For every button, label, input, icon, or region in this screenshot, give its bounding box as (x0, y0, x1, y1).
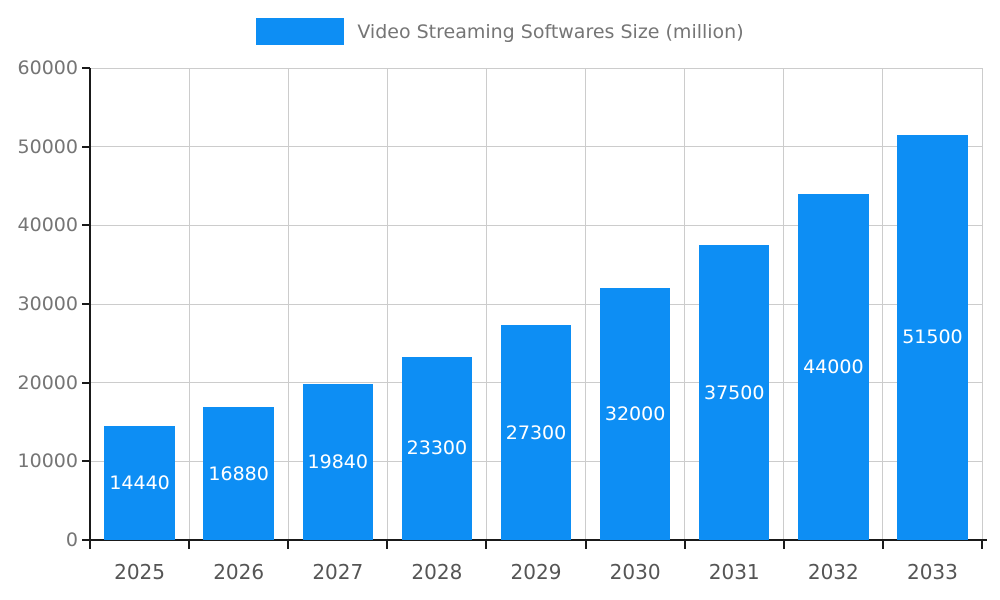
x-axis-label-2026: 2026 (213, 560, 265, 584)
x-axis-label-2032: 2032 (807, 560, 859, 584)
x-axis-label-2029: 2029 (510, 560, 562, 584)
bar-2029 (500, 325, 572, 540)
y-tick-10000 (82, 460, 90, 463)
bar-2028 (401, 356, 473, 540)
bar-value-label-2025: 14440 (109, 472, 170, 495)
gridline-x-4 (485, 68, 487, 540)
bar-2033 (897, 134, 968, 540)
y-tick-60000 (82, 67, 90, 69)
x-tick-8 (881, 541, 884, 549)
y-tick-30000 (82, 303, 90, 305)
x-axis-label-2031: 2031 (708, 560, 760, 584)
bar-2027 (302, 383, 373, 540)
gridline-y-50000 (90, 146, 982, 148)
bar-value-label-2031: 37500 (703, 381, 765, 404)
gridline-x-6 (684, 68, 686, 540)
gridline-x-2 (287, 68, 289, 540)
x-tick-1 (188, 541, 191, 549)
gridline-x-7 (783, 68, 785, 540)
gridline-x-3 (386, 68, 388, 540)
y-axis-label-40000: 40000 (17, 214, 78, 237)
x-axis-label-2030: 2030 (609, 560, 661, 584)
gridline-x-8 (882, 68, 884, 540)
y-axis-label-10000: 10000 (17, 450, 78, 473)
bar-value-label-2033: 51500 (902, 326, 963, 349)
y-tick-50000 (82, 145, 90, 148)
bar-2026 (203, 407, 274, 540)
gridline-y-40000 (90, 224, 982, 226)
x-tick-3 (386, 541, 389, 549)
gridline-x-9 (981, 68, 983, 540)
x-tick-6 (683, 541, 686, 549)
y-tick-20000 (82, 381, 90, 384)
bar-2025 (104, 426, 175, 540)
x-axis-label-2033: 2033 (906, 560, 958, 584)
x-tick-4 (485, 541, 488, 549)
x-tick-2 (287, 541, 290, 549)
y-tick-40000 (82, 224, 90, 227)
legend-swatch-icon (256, 18, 345, 45)
bar-value-label-2027: 19840 (307, 450, 368, 473)
x-tick-0 (89, 541, 91, 549)
x-axis-label-2028: 2028 (411, 560, 463, 584)
bar-value-label-2028: 23300 (406, 437, 468, 460)
bar-value-label-2026: 16880 (208, 462, 269, 485)
x-axis-line (89, 539, 987, 541)
y-axis-label-50000: 50000 (17, 135, 78, 158)
x-axis-label-2027: 2027 (312, 560, 364, 584)
bar-value-label-2030: 32000 (604, 403, 666, 426)
legend-label: Video Streaming Softwares Size (million) (357, 20, 744, 43)
gridline-y-30000 (90, 303, 982, 305)
bar-value-label-2029: 27300 (505, 421, 567, 444)
y-axis-line (89, 68, 91, 541)
x-tick-7 (782, 541, 785, 549)
y-tick-0 (82, 539, 90, 541)
gridline-x-1 (188, 68, 190, 540)
gridline-x-5 (585, 68, 587, 540)
y-axis-label-0: 0 (65, 529, 78, 551)
bar-value-label-2032: 44000 (803, 355, 864, 378)
y-axis-label-30000: 30000 (17, 293, 78, 315)
y-axis-label-20000: 20000 (17, 371, 78, 394)
x-tick-5 (584, 541, 587, 549)
y-axis-label-60000: 60000 (17, 57, 78, 79)
gridline-y-60000 (90, 67, 982, 69)
bar-2031 (699, 245, 770, 540)
x-tick-9 (981, 541, 983, 549)
x-axis-label-2025: 2025 (114, 560, 165, 584)
bar-2030 (599, 288, 671, 540)
legend[interactable]: Video Streaming Softwares Size (million) (0, 18, 1000, 45)
bar-2032 (798, 193, 869, 540)
